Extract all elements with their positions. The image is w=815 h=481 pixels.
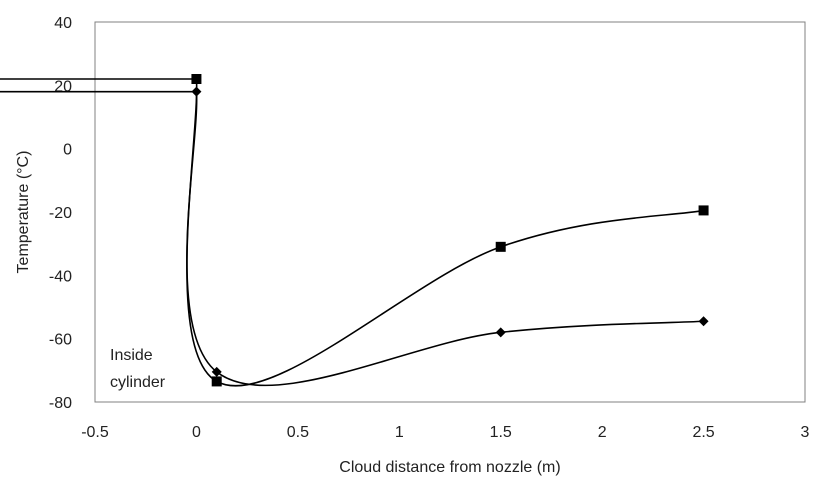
- x-axis-title: Cloud distance from nozzle (m): [339, 459, 560, 476]
- diamond-marker: [191, 86, 202, 97]
- series-layer: [0, 74, 709, 387]
- plot-frame: [94, 21, 806, 403]
- y-tick-label: -40: [49, 268, 72, 285]
- diamond-marker: [211, 366, 222, 377]
- x-tick-label: 2.5: [692, 424, 714, 441]
- annotation-line-2: cylinder: [110, 374, 166, 391]
- y-tick-label: -80: [49, 395, 72, 412]
- x-tick-label: -0.5: [81, 424, 109, 441]
- series-line: [186, 91, 704, 387]
- y-tick-label: 20: [54, 78, 72, 95]
- x-tick-label: 0.5: [287, 424, 309, 441]
- diamond-marker: [698, 316, 709, 327]
- x-tick-label: 2: [598, 424, 607, 441]
- x-tick-label: 3: [801, 424, 810, 441]
- square-marker: [495, 241, 506, 252]
- x-tick-label: 0: [192, 424, 201, 441]
- square-marker: [698, 205, 709, 216]
- y-tick-labels: 40 20 0 -20 -40 -60 -80: [49, 15, 72, 412]
- y-tick-label: -20: [49, 205, 72, 222]
- y-tick-label: 0: [63, 142, 72, 159]
- series-line: [186, 78, 704, 387]
- x-tick-labels: -0.5 0 0.5 1 1.5 2 2.5 3: [81, 424, 809, 441]
- square-marker: [191, 74, 202, 84]
- x-tick-label: 1: [395, 424, 404, 441]
- x-tick-label: 1.5: [490, 424, 512, 441]
- y-axis-title: Temperature (°C): [15, 151, 32, 274]
- y-tick-label: -60: [49, 332, 72, 349]
- square-marker: [211, 376, 222, 387]
- series-1: [0, 74, 709, 387]
- series-2: [0, 86, 709, 387]
- y-tick-label: 40: [54, 15, 72, 32]
- annotation-line-1: Inside: [110, 347, 153, 364]
- diamond-marker: [495, 327, 506, 338]
